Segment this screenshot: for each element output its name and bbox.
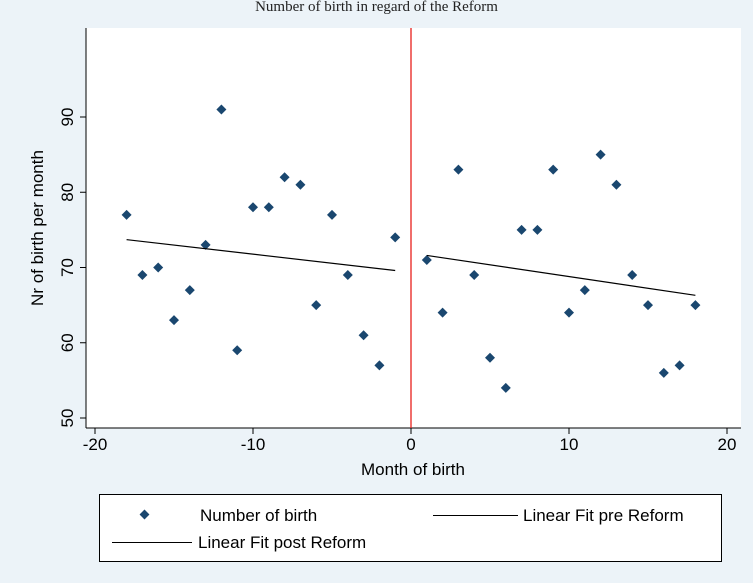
data-point xyxy=(469,270,480,281)
data-point xyxy=(674,360,685,371)
legend-line-post-reform xyxy=(112,542,192,543)
x-tick-label: 10 xyxy=(560,435,579,454)
data-point xyxy=(169,315,179,326)
data-point xyxy=(485,352,495,363)
legend-label-linear-fit-pre-reform: Linear Fit pre Reform xyxy=(523,506,684,525)
y-tick-label: 50 xyxy=(58,409,77,428)
legend: Number of birth Linear Fit pre Reform Li… xyxy=(99,494,722,562)
y-tick-label: 60 xyxy=(58,333,77,352)
x-tick-label: -10 xyxy=(241,435,266,454)
y-tick-label: 90 xyxy=(58,108,77,127)
data-point xyxy=(137,270,148,281)
y-tick-label: 70 xyxy=(58,258,77,277)
data-point xyxy=(184,285,195,296)
legend-label-number-of-birth: Number of birth xyxy=(200,506,318,525)
data-point xyxy=(658,367,669,378)
data-point xyxy=(327,209,337,220)
data-point xyxy=(500,382,511,393)
data-point xyxy=(200,239,211,250)
data-point xyxy=(248,202,258,213)
data-point xyxy=(153,262,164,273)
data-point xyxy=(311,300,322,311)
page-title: Number of birth in regard of the Reform xyxy=(255,0,498,14)
data-point xyxy=(263,202,274,213)
x-tick-label: 0 xyxy=(406,435,415,454)
data-point xyxy=(279,172,290,183)
data-point xyxy=(690,300,701,311)
data-point xyxy=(390,232,401,243)
data-point xyxy=(611,179,622,190)
plot-area xyxy=(86,28,741,428)
legend-marker-diamond xyxy=(139,509,150,520)
legend-line-pre-reform xyxy=(433,515,518,516)
data-point xyxy=(295,179,306,190)
data-point xyxy=(121,209,132,220)
data-point xyxy=(627,270,638,281)
y-tick-label: 80 xyxy=(58,183,77,202)
data-point xyxy=(564,307,574,318)
data-point xyxy=(453,164,464,175)
x-tick-label: 20 xyxy=(718,435,737,454)
data-point xyxy=(342,270,353,281)
data-point xyxy=(516,224,527,235)
data-point xyxy=(437,307,448,318)
data-point xyxy=(374,360,385,371)
data-point xyxy=(532,224,543,235)
data-point xyxy=(216,104,227,115)
fit-line-post-reform xyxy=(426,254,696,296)
y-axis-title: Nr of birth per month xyxy=(28,150,47,306)
data-point xyxy=(358,330,369,341)
data-point xyxy=(595,149,606,160)
data-point xyxy=(421,254,432,265)
fit-line-pre-reform xyxy=(126,239,396,272)
x-tick-label: -20 xyxy=(83,435,108,454)
legend-label-linear-fit-post-reform: Linear Fit post Reform xyxy=(198,533,367,552)
x-axis-title: Month of birth xyxy=(361,460,465,479)
data-point xyxy=(643,300,653,311)
data-point xyxy=(579,285,590,296)
data-point xyxy=(548,164,559,175)
data-point xyxy=(232,345,243,356)
